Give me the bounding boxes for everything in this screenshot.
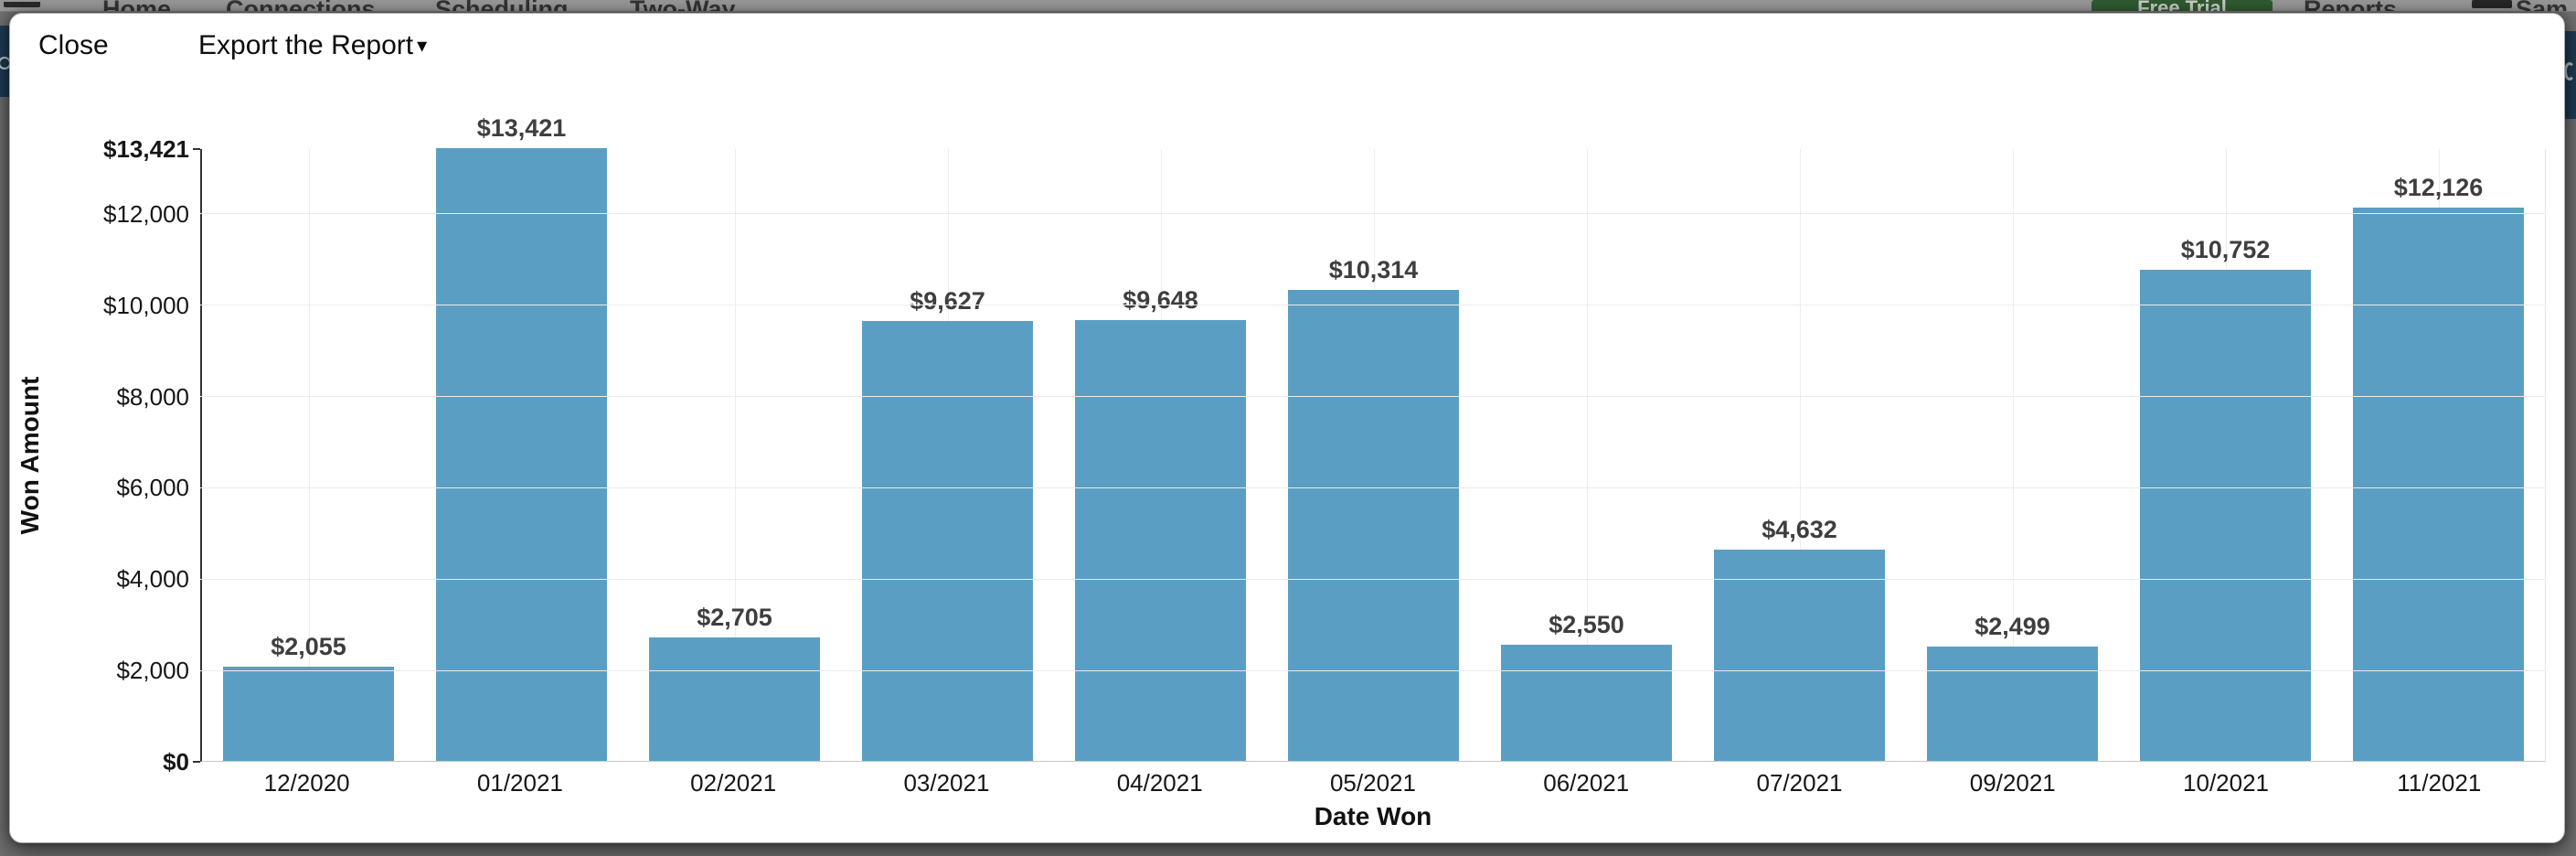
x-axis-tick-label: 04/2021	[1116, 769, 1203, 797]
x-axis-tick-label: 02/2021	[690, 769, 777, 797]
x-axis-tick-label: 06/2021	[1543, 769, 1630, 797]
bar-value-label: $12,126	[2393, 173, 2484, 201]
bar[interactable]	[649, 637, 820, 761]
app-logo	[4, 0, 40, 7]
hamburger-menu-icon	[2472, 0, 2512, 8]
caret-down-icon: ▾	[417, 34, 428, 57]
bar-value-label: $2,055	[271, 633, 346, 661]
bar-group: $9,627	[841, 149, 1054, 761]
bar-value-label: $10,752	[2180, 236, 2271, 264]
bars-container: $2,055 $13,421 $2,705 $9,627 $9,648 $10,314 $2…	[202, 114, 2545, 761]
gridline-vertical	[1799, 149, 1801, 761]
close-button[interactable]: Close	[31, 27, 116, 65]
x-axis-tick-label: 11/2021	[2397, 769, 2482, 797]
nav-item-home: Home	[102, 0, 171, 11]
bar[interactable]	[436, 148, 607, 761]
gridline-vertical	[734, 149, 736, 761]
bar-group: $13,421	[415, 114, 628, 761]
bar-group: $2,055	[202, 149, 415, 761]
x-axis-tick-label: 12/2020	[263, 769, 350, 797]
bar[interactable]	[1075, 320, 1246, 761]
bar-value-label: $2,499	[1975, 613, 2050, 641]
gridline-horizontal	[200, 669, 2546, 671]
bar-group: $2,499	[1906, 149, 2119, 761]
gridline-horizontal	[200, 578, 2546, 580]
bar-group: $9,648	[1054, 149, 1267, 761]
bar[interactable]	[2353, 207, 2524, 761]
y-axis-tick-label: $13,421	[103, 135, 189, 163]
bar-group: $2,550	[1480, 149, 1693, 761]
x-axis-tick-label: 10/2021	[2183, 769, 2270, 797]
background-left-widget	[0, 26, 11, 97]
gridline-horizontal	[200, 396, 2546, 398]
y-axis-tick-mark	[193, 148, 200, 150]
export-report-label: Export the Report	[198, 30, 414, 60]
x-axis-tick-label: 05/2021	[1329, 769, 1416, 797]
nav-item-scheduling: Scheduling	[435, 0, 569, 11]
y-axis-tick-label: $2,000	[116, 657, 189, 685]
background-nav-bar: Home Connections Scheduling Two-Way Free…	[0, 0, 2576, 12]
nav-item-two-way: Two-Way	[630, 0, 736, 11]
gridline-vertical	[1586, 149, 1588, 761]
x-axis-tick-label: 07/2021	[1756, 769, 1843, 797]
x-axis-tick-label: 01/2021	[476, 769, 563, 797]
bar[interactable]	[1927, 647, 2098, 761]
y-axis-tick-mark	[193, 761, 200, 763]
bar-value-label: $2,550	[1549, 610, 1624, 638]
report-modal: Close Export the Report ▾ Won Amount $2,0…	[9, 13, 2565, 843]
y-axis-tick-label: $10,000	[103, 291, 189, 319]
x-axis-tick-label: 03/2021	[903, 769, 990, 797]
y-axis-tick-label: $12,000	[103, 199, 189, 228]
bar-value-label: $10,314	[1328, 256, 1419, 284]
bar-group: $4,632	[1693, 149, 1906, 761]
gridline-horizontal	[200, 487, 2546, 488]
free-trial-button: Free Trial	[2092, 0, 2273, 11]
x-axis-tick-labels: 12/2020 01/2021 02/2021 03/2021 04/2021 05/20…	[200, 769, 2546, 797]
bar-chart-plot: $2,055 $13,421 $2,705 $9,627 $9,648 $10,314 $2…	[200, 114, 2546, 762]
modal-toolbar: Close Export the Report ▾	[10, 14, 2564, 80]
x-axis-title: Date Won	[1314, 802, 1432, 830]
bar-group: $10,752	[2119, 149, 2332, 761]
bar[interactable]	[1501, 644, 1672, 761]
bar-value-label: $9,627	[910, 287, 985, 316]
y-axis-tick-label: $0	[163, 748, 189, 776]
nav-item-reports: Reports	[2304, 0, 2397, 11]
bar-value-label: $4,632	[1762, 515, 1837, 543]
background-glyph	[2564, 62, 2575, 80]
x-axis-tick-label: 09/2021	[1969, 769, 2056, 797]
y-axis-tick-label: $4,000	[116, 565, 189, 594]
bar-value-label: $9,648	[1123, 286, 1198, 315]
bar[interactable]	[862, 321, 1033, 761]
gridline-vertical	[308, 149, 310, 761]
bar-group: $10,314	[1267, 149, 1480, 761]
nav-item-connections: Connections	[226, 0, 376, 11]
y-axis-tick-label: $6,000	[116, 474, 189, 502]
export-report-dropdown[interactable]: Export the Report ▾	[191, 27, 434, 65]
gridline-vertical	[2012, 149, 2014, 761]
nav-user-name: Sam	[2516, 0, 2568, 11]
bar-value-label: $2,705	[697, 603, 772, 631]
bar-group: $12,126	[2332, 149, 2545, 761]
bar[interactable]	[223, 667, 394, 761]
y-axis-tick-label: $8,000	[116, 382, 189, 411]
bar[interactable]	[1288, 290, 1459, 761]
bar-value-label: $13,421	[476, 114, 567, 142]
background-right-widget	[2563, 31, 2576, 119]
bar[interactable]	[1714, 549, 1885, 761]
bar-group: $2,705	[628, 149, 841, 761]
gridline-horizontal	[200, 213, 2546, 215]
bar[interactable]	[2140, 270, 2311, 761]
